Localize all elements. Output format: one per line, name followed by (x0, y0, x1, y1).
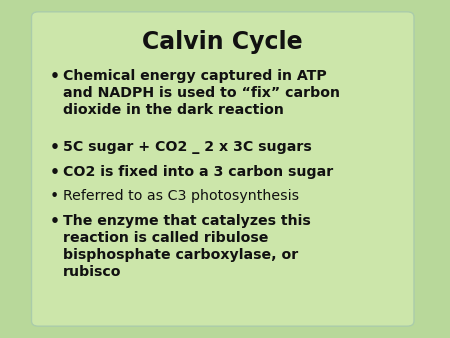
Text: •: • (50, 189, 59, 204)
Text: CO2 is fixed into a 3 carbon sugar: CO2 is fixed into a 3 carbon sugar (63, 165, 333, 178)
Text: Referred to as C3 photosynthesis: Referred to as C3 photosynthesis (63, 189, 299, 203)
Text: •: • (50, 165, 59, 179)
Text: •: • (50, 140, 59, 155)
Text: The enzyme that catalyzes this
reaction is called ribulose
bisphosphate carboxyl: The enzyme that catalyzes this reaction … (63, 214, 311, 279)
Text: •: • (50, 69, 59, 84)
Text: Calvin Cycle: Calvin Cycle (143, 30, 303, 54)
Text: •: • (50, 214, 59, 229)
Text: 5C sugar + CO2 _ 2 x 3C sugars: 5C sugar + CO2 _ 2 x 3C sugars (63, 140, 312, 154)
Text: Chemical energy captured in ATP
and NADPH is used to “fix” carbon
dioxide in the: Chemical energy captured in ATP and NADP… (63, 69, 340, 117)
FancyBboxPatch shape (32, 12, 414, 326)
